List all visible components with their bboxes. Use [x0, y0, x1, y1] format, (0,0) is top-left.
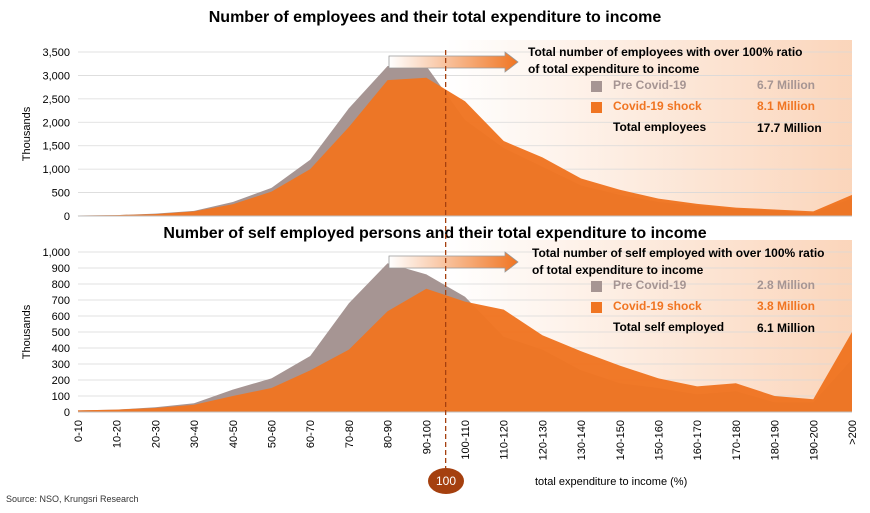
- chart-title-self-employed: Number of self employed persons and thei…: [163, 225, 707, 242]
- x-tick-label: >200: [847, 420, 859, 445]
- threshold-marker: 100: [428, 468, 464, 494]
- y-tick-label: 1,500: [42, 141, 70, 153]
- annotation-heading-line1: Total number of self employed with over …: [532, 246, 825, 260]
- legend-value-pre-covid: 6.7 Million: [757, 78, 816, 92]
- annotation-heading-line1: Total number of employees with over 100%…: [528, 45, 803, 59]
- y-tick-label: 600: [52, 311, 70, 323]
- x-tick-label: 0-10: [73, 420, 85, 442]
- annotation-heading-line2: of total expenditure to income: [532, 263, 704, 277]
- x-axis-title: total expenditure to income (%): [535, 476, 688, 488]
- x-tick-label: 180-190: [770, 420, 782, 460]
- y-tick-label: 400: [52, 343, 70, 355]
- legend-label-total: Total self employed: [613, 320, 725, 334]
- legend-value-total: 17.7 Million: [757, 121, 822, 135]
- legend-label-total: Total employees: [613, 120, 707, 134]
- y-tick-label: 1,000: [42, 247, 70, 259]
- y-tick-label: 1,000: [42, 164, 70, 176]
- x-tick-label: 80-90: [383, 420, 395, 448]
- x-tick-label: 150-160: [654, 420, 666, 460]
- legend-value-total: 6.1 Million: [757, 321, 816, 335]
- x-tick-label: 90-100: [421, 420, 433, 454]
- legend-swatch-pre-covid: [591, 281, 602, 292]
- y-tick-label: 300: [52, 359, 70, 371]
- x-tick-label: 190-200: [808, 420, 820, 460]
- legend-label-covid-shock: Covid-19 shock: [613, 299, 702, 313]
- area-series-covid-shock: [78, 77, 852, 217]
- legend-value-pre-covid: 2.8 Million: [757, 278, 816, 292]
- x-tick-label: 170-180: [731, 420, 743, 460]
- x-tick-label: 30-40: [189, 420, 201, 448]
- x-tick-label: 20-30: [150, 420, 162, 448]
- y-tick-label: 200: [52, 375, 70, 387]
- x-tick-label: 40-50: [228, 420, 240, 448]
- source-note: Source: NSO, Krungsri Research: [6, 494, 139, 504]
- x-tick-label: 130-140: [576, 420, 588, 460]
- legend-label-pre-covid: Pre Covid-19: [613, 278, 687, 292]
- legend-value-covid-shock: 3.8 Million: [757, 299, 816, 313]
- legend-swatch-pre-covid: [591, 81, 602, 92]
- legend-label-covid-shock: Covid-19 shock: [613, 99, 702, 113]
- area-series-covid-shock: [78, 288, 852, 412]
- y-axis-label: Thousands: [21, 304, 33, 359]
- annotation-heading-self-employed: Total number of self employed with over …: [532, 245, 825, 279]
- legend-swatch-covid-shock: [591, 302, 602, 313]
- y-tick-label: 800: [52, 279, 70, 291]
- x-tick-label: 10-20: [112, 420, 124, 448]
- arrow-right: [388, 251, 519, 273]
- y-tick-label: 3,500: [42, 47, 70, 59]
- legend-swatch-covid-shock: [591, 102, 602, 113]
- y-tick-label: 700: [52, 295, 70, 307]
- y-axis-label: Thousands: [21, 106, 33, 161]
- chart-title-employees: Number of employees and their total expe…: [208, 9, 662, 26]
- y-tick-label: 0: [64, 211, 70, 223]
- x-tick-label: 120-130: [537, 420, 549, 460]
- y-tick-label: 2,500: [42, 94, 70, 106]
- legend-label-pre-covid: Pre Covid-19: [613, 78, 687, 92]
- x-tick-label: 110-120: [499, 420, 511, 460]
- x-tick-label: 60-70: [305, 420, 317, 448]
- y-tick-label: 500: [52, 327, 70, 339]
- annotation-heading-line2: of total expenditure to income: [528, 62, 700, 76]
- y-tick-label: 100: [52, 391, 70, 403]
- x-tick-label: 160-170: [692, 420, 704, 460]
- x-tick-label: 140-150: [615, 420, 627, 460]
- y-tick-label: 900: [52, 263, 70, 275]
- x-tick-label: 50-60: [267, 420, 279, 448]
- y-tick-label: 2,000: [42, 117, 70, 129]
- annotation-heading-employees: Total number of employees with over 100%…: [528, 44, 803, 78]
- x-tick-label: 100-110: [460, 420, 472, 460]
- legend-value-covid-shock: 8.1 Million: [757, 99, 816, 113]
- y-tick-label: 0: [64, 407, 70, 419]
- x-tick-label: 70-80: [344, 420, 356, 448]
- y-tick-label: 500: [52, 188, 70, 200]
- arrow-right: [388, 51, 519, 73]
- y-tick-label: 3,000: [42, 70, 70, 82]
